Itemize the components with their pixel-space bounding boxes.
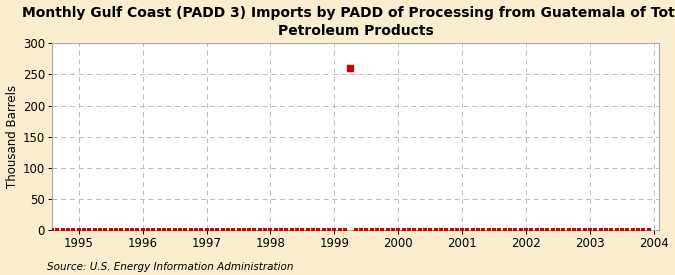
- Title: Monthly Gulf Coast (PADD 3) Imports by PADD of Processing from Guatemala of Tota: Monthly Gulf Coast (PADD 3) Imports by P…: [22, 6, 675, 38]
- Y-axis label: Thousand Barrels: Thousand Barrels: [5, 85, 18, 188]
- Text: Source: U.S. Energy Information Administration: Source: U.S. Energy Information Administ…: [47, 262, 294, 272]
